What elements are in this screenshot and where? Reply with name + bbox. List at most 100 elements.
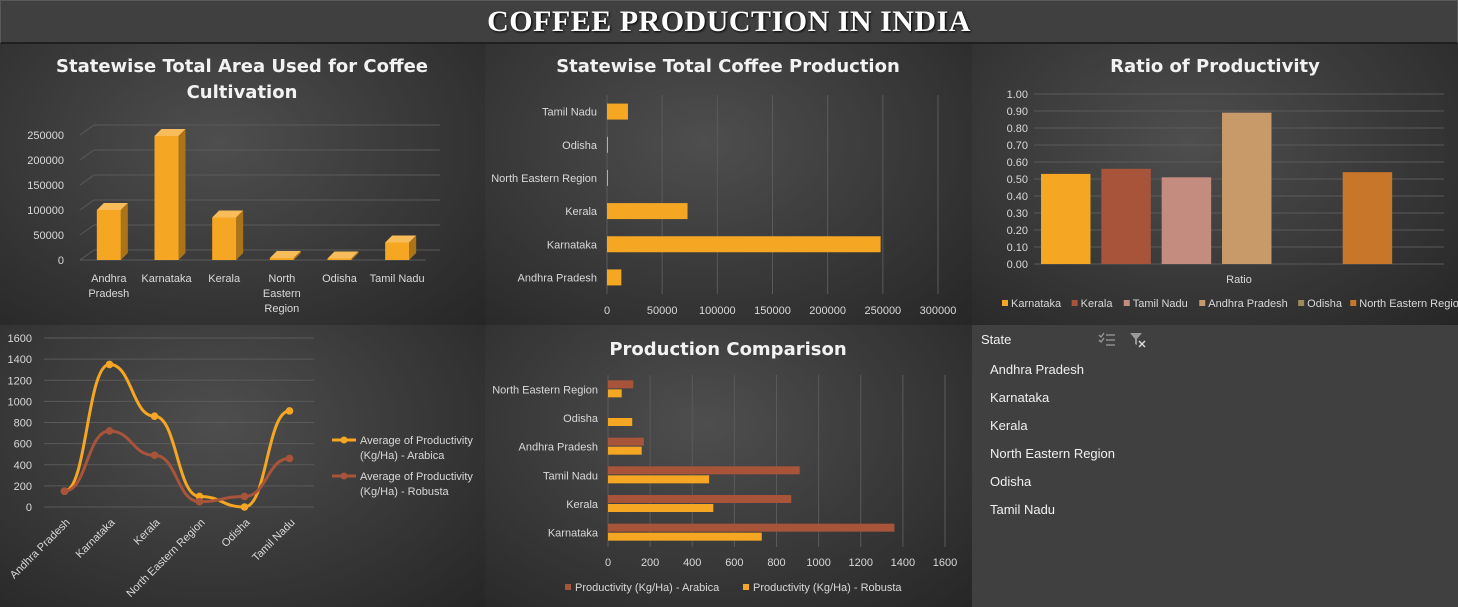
bar-north-eastern-region (269, 258, 294, 260)
x-tick-label: 300000 (920, 305, 957, 317)
gridline (79, 124, 95, 136)
x-tick-label: 600 (725, 557, 743, 569)
chart-total-production[interactable]: Statewise Total Coffee Production 0 50000 1… (485, 44, 972, 325)
chart-production-comparison[interactable]: Production Comparison 0 200 400 600 800 1000 12… (485, 325, 972, 607)
point-karnataka (105, 427, 114, 435)
legend-swatch (1071, 300, 1078, 306)
x-tick-label: Pradesh (88, 288, 129, 300)
point-tamil-nadu (285, 454, 294, 463)
chart-production-svg: Statewise Total Coffee Production 0 50000 1… (491, 56, 957, 317)
gridline (79, 199, 95, 211)
x-tick-label: 0 (605, 557, 611, 569)
legend-label: (Kg/Ha) - Robusta (360, 486, 450, 498)
bar-top (269, 251, 301, 258)
y-tick-label: North Eastern Region (492, 384, 598, 396)
chart-title: Cultivation (187, 82, 298, 103)
y-tick-label: North Eastern Region (491, 173, 597, 185)
slicer-item-karnataka[interactable]: Karnataka (990, 390, 1050, 405)
clear-filter-icon[interactable] (1129, 332, 1147, 348)
bar-karnataka-robusta (608, 532, 762, 541)
y-tick-label: 250000 (27, 130, 64, 142)
bar-side (120, 203, 128, 260)
bar-andhra-pradesh-robusta (608, 446, 642, 455)
bar-tamil-nadu (607, 103, 628, 120)
slicer-header: State (972, 325, 1458, 355)
legend-label: North Eastern Region (1359, 298, 1458, 310)
multi-select-icon[interactable] (1098, 332, 1116, 348)
legend-swatch (1350, 300, 1357, 306)
x-tick-label: Andhra (91, 273, 127, 285)
bar-side (351, 251, 359, 260)
series-line-average-of-productivity-kg-ha-arabica (63, 362, 290, 509)
chart-title: Production Comparison (609, 339, 846, 360)
x-tick-label: North Eastern Region (124, 517, 207, 600)
gridline (79, 149, 95, 161)
bar-kerala-arabica (608, 495, 792, 503)
slicer-item-north-eastern-region[interactable]: North Eastern Region (990, 446, 1116, 461)
bar-top (96, 203, 128, 210)
bar-north-eastern-region-arabica (608, 380, 634, 389)
state-slicer[interactable]: State Andhra Pradesh Karnataka Kerala No… (972, 325, 1458, 607)
x-tick-label: Odisha (219, 516, 253, 550)
bar-north-eastern-region (607, 169, 608, 186)
bar-top (212, 210, 244, 218)
y-tick-label: 800 (14, 418, 32, 430)
bar-top (154, 129, 186, 136)
y-tick-label: 1200 (8, 375, 32, 387)
x-tick-label: 0 (604, 305, 610, 317)
chart-area-svg: Statewise Total Area Used for Coffee Cult… (27, 56, 440, 315)
y-tick-label: 600 (14, 439, 32, 451)
legend-label: Odisha (1307, 298, 1343, 310)
y-tick-label: 0.70 (1007, 140, 1028, 152)
slicer-item-andhra-pradesh[interactable]: Andhra Pradesh (990, 362, 1084, 377)
legend-label: Productivity (Kg/Ha) - Arabica (575, 582, 720, 594)
x-tick-label: 1400 (891, 557, 915, 569)
slicer-title: State (981, 332, 1012, 347)
x-tick-label: 50000 (647, 305, 678, 317)
bar-top (385, 235, 417, 243)
legend-swatch (743, 584, 749, 590)
point-andhra-pradesh (60, 487, 69, 495)
point-karnataka (105, 360, 114, 369)
point-north-eastern-region (195, 492, 204, 501)
bar-andhra-pradesh-arabica (608, 437, 644, 446)
point-tamil-nadu (285, 407, 294, 415)
x-tick-label: Kerala (132, 516, 164, 548)
y-tick-label: 1600 (8, 333, 32, 345)
chart-ratio-productivity[interactable]: Ratio of Productivity 0.00 0.10 0.20 0.30 0.4… (972, 44, 1458, 325)
x-tick-label: 1600 (933, 557, 957, 569)
y-tick-label: 1.00 (1007, 89, 1028, 101)
x-tick-label: Karnataka (74, 516, 119, 561)
legend-label: Kerala (1081, 298, 1114, 310)
legend-label: Andhra Pradesh (1208, 298, 1288, 310)
legend-label: Average of Productivity (360, 471, 473, 483)
chart-title: Ratio of Productivity (1110, 56, 1320, 77)
legend-swatch (1298, 300, 1305, 306)
x-tick-label: Region (264, 303, 299, 315)
chart-line-svg: 0 200 400 600 800 1000 1200 1400 1600 Andhra Prad… (8, 333, 474, 600)
x-tick-label: 1200 (849, 557, 873, 569)
bar-side (236, 210, 244, 260)
x-tick-label: 200 (641, 557, 659, 569)
y-tick-label: 0.50 (1007, 174, 1028, 186)
point-kerala (150, 451, 159, 460)
slicer-item-kerala[interactable]: Kerala (990, 418, 1028, 433)
y-tick-label: Odisha (563, 413, 599, 425)
y-tick-label: 400 (14, 460, 32, 472)
slicer-item-tamil-nadu[interactable]: Tamil Nadu (990, 502, 1056, 517)
legend-label: Karnataka (1011, 298, 1062, 310)
y-tick-label: Tamil Nadu (542, 107, 597, 119)
legend-label: Productivity (Kg/Ha) - Robusta (753, 582, 902, 594)
x-tick-label: 150000 (754, 305, 791, 317)
bar-karnataka-arabica (608, 523, 895, 532)
chart-ratio-svg: Ratio of Productivity 0.00 0.10 0.20 0.30 0.4… (1002, 56, 1458, 310)
legend-label: Tamil Nadu (1133, 298, 1188, 310)
y-tick-label: 0.20 (1007, 225, 1028, 237)
series-line-average-of-productivity-kg-ha-robusta (64, 429, 290, 504)
slicer-item-odisha[interactable]: Odisha (990, 474, 1032, 489)
chart-productivity-line[interactable]: 0 200 400 600 800 1000 1200 1400 1600 Andhra Prad… (0, 325, 485, 607)
y-tick-label: 0.40 (1007, 191, 1028, 203)
y-tick-label: 150000 (27, 180, 64, 192)
y-tick-label: 0.90 (1007, 106, 1028, 118)
chart-area-cultivation[interactable]: Statewise Total Area Used for Coffee Cult… (0, 44, 485, 325)
